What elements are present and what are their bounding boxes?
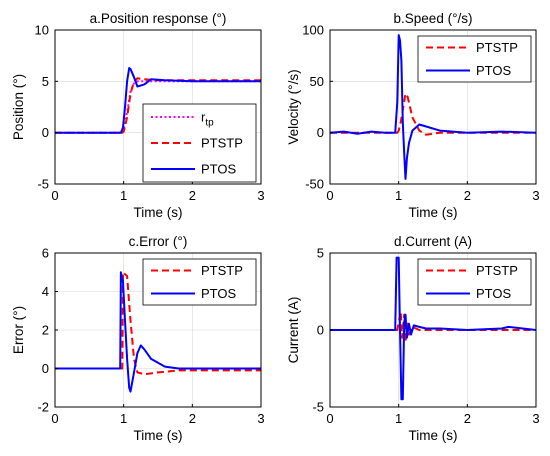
plot-frame: [329, 29, 537, 185]
series-line-ptstp: [55, 77, 261, 134]
y-axis-label: Position (°): [11, 74, 26, 140]
legend: PTSTP PTOS: [417, 35, 532, 83]
y-tick-label: -5: [37, 177, 49, 192]
x-tick-label: 3: [532, 411, 539, 426]
series-line-ptstp: [330, 92, 536, 136]
series-line-ptos: [55, 271, 261, 393]
legend: PTSTP PTOS: [417, 258, 532, 306]
y-tick-label: 6: [42, 246, 49, 261]
legend-entry: PTSTP: [476, 263, 518, 278]
x-tick-label: 3: [532, 188, 539, 203]
series-line-ptos: [55, 67, 261, 134]
y-tick-label: 5: [317, 246, 324, 261]
x-tick-label: 2: [189, 188, 196, 203]
legend-entry: PTOS: [476, 286, 511, 301]
x-tick-label: 0: [326, 411, 333, 426]
series-line-ptstp: [330, 310, 536, 344]
y-tick-label: -5: [312, 400, 324, 415]
chart-title: a.Position response (°): [90, 11, 227, 26]
y-tick-label: 100: [302, 23, 324, 38]
legend-box: [417, 258, 532, 306]
y-tick-label: 10: [35, 23, 49, 38]
legend-box: [142, 258, 257, 306]
series-line-ptos: [330, 256, 536, 401]
legend: PTSTP PTOS: [142, 258, 257, 306]
y-tick-label: 50: [310, 74, 324, 89]
x-axis-label: Time (s): [409, 205, 458, 220]
x-tick-label: 1: [120, 411, 127, 426]
x-axis-label: Time (s): [134, 205, 183, 220]
y-tick-label: 5: [42, 74, 49, 89]
chart-title: d.Current (A): [394, 234, 472, 249]
y-tick-label: 4: [42, 284, 49, 299]
x-axis-label: Time (s): [134, 428, 183, 443]
legend-box: [417, 35, 532, 83]
y-tick-label: 0: [42, 125, 49, 140]
y-tick-label: 0: [317, 125, 324, 140]
series-line-ptos: [330, 34, 536, 180]
y-axis-label: Velocity (°/s): [286, 69, 301, 144]
x-tick-label: 2: [464, 188, 471, 203]
x-tick-label: 0: [51, 188, 58, 203]
plot-frame: [54, 29, 262, 185]
legend-entry: PTSTP: [476, 40, 518, 55]
y-tick-label: 0: [317, 323, 324, 338]
chart-title: b.Speed (°/s): [394, 11, 473, 26]
legend-entry: PTSTP: [201, 136, 243, 151]
chart-title: c.Error (°): [129, 234, 188, 249]
y-tick-label: 0: [42, 361, 49, 376]
y-tick-label: -50: [305, 177, 324, 192]
x-tick-label: 0: [51, 411, 58, 426]
x-tick-label: 0: [326, 188, 333, 203]
y-tick-label: 2: [42, 323, 49, 338]
legend-entry: PTSTP: [201, 263, 243, 278]
x-tick-label: 1: [395, 188, 402, 203]
legend-entry: PTOS: [201, 286, 236, 301]
legend-entry: PTOS: [476, 63, 511, 78]
x-tick-label: 1: [395, 411, 402, 426]
y-axis-label: Current (A): [286, 297, 301, 364]
y-axis-label: Error (°): [11, 306, 26, 354]
y-tick-label: -2: [37, 400, 49, 415]
x-tick-label: 3: [257, 411, 264, 426]
x-tick-label: 2: [464, 411, 471, 426]
x-axis-label: Time (s): [409, 428, 458, 443]
x-tick-label: 1: [120, 188, 127, 203]
x-tick-label: 3: [257, 188, 264, 203]
legend-entry: PTOS: [201, 162, 236, 177]
x-tick-label: 2: [189, 411, 196, 426]
